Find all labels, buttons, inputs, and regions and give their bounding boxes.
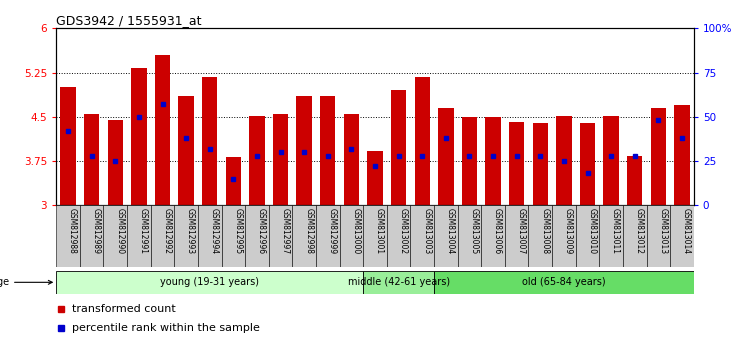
FancyBboxPatch shape — [316, 205, 340, 267]
FancyBboxPatch shape — [198, 205, 221, 267]
FancyBboxPatch shape — [245, 205, 268, 267]
Text: GSM813000: GSM813000 — [352, 209, 361, 255]
Bar — [462, 117, 477, 205]
Bar — [226, 157, 241, 205]
Bar — [674, 105, 689, 205]
FancyBboxPatch shape — [576, 205, 599, 267]
Bar — [154, 55, 170, 205]
Text: old (65-84 years): old (65-84 years) — [522, 277, 606, 287]
Bar — [131, 68, 146, 205]
Text: GSM812991: GSM812991 — [139, 209, 148, 255]
Text: GSM813003: GSM813003 — [422, 209, 431, 255]
Text: GSM813012: GSM813012 — [634, 209, 644, 255]
FancyBboxPatch shape — [340, 205, 363, 267]
Bar — [344, 114, 359, 205]
Bar — [651, 108, 666, 205]
FancyBboxPatch shape — [127, 205, 151, 267]
FancyBboxPatch shape — [363, 205, 387, 267]
FancyBboxPatch shape — [623, 205, 646, 267]
Bar — [107, 120, 123, 205]
Bar — [178, 96, 194, 205]
Text: GSM813010: GSM813010 — [587, 209, 596, 255]
Bar — [580, 123, 596, 205]
Bar — [249, 116, 265, 205]
Text: GSM813014: GSM813014 — [682, 209, 691, 255]
FancyBboxPatch shape — [434, 205, 457, 267]
FancyBboxPatch shape — [646, 205, 670, 267]
Text: GSM812988: GSM812988 — [68, 209, 77, 254]
FancyBboxPatch shape — [56, 205, 80, 267]
Text: GSM812993: GSM812993 — [186, 209, 195, 255]
Text: GSM812996: GSM812996 — [257, 209, 266, 255]
Bar — [485, 117, 501, 205]
Text: GSM813004: GSM813004 — [446, 209, 454, 255]
Text: GSM812998: GSM812998 — [304, 209, 313, 255]
Text: GSM813006: GSM813006 — [493, 209, 502, 255]
Bar — [532, 123, 548, 205]
Text: age: age — [0, 277, 53, 287]
Bar — [415, 77, 430, 205]
Bar — [627, 156, 643, 205]
Bar — [604, 116, 619, 205]
FancyBboxPatch shape — [292, 205, 316, 267]
Text: GSM813009: GSM813009 — [564, 209, 573, 255]
Text: middle (42-61 years): middle (42-61 years) — [347, 277, 450, 287]
FancyBboxPatch shape — [174, 205, 198, 267]
FancyBboxPatch shape — [670, 205, 694, 267]
FancyBboxPatch shape — [458, 205, 482, 267]
FancyBboxPatch shape — [363, 271, 434, 294]
Text: GSM813008: GSM813008 — [540, 209, 549, 255]
Text: GSM812997: GSM812997 — [280, 209, 290, 255]
FancyBboxPatch shape — [599, 205, 623, 267]
Bar — [391, 90, 406, 205]
FancyBboxPatch shape — [387, 205, 410, 267]
FancyBboxPatch shape — [104, 205, 127, 267]
FancyBboxPatch shape — [80, 205, 104, 267]
Text: GSM813013: GSM813013 — [658, 209, 668, 255]
Bar — [61, 87, 76, 205]
Text: GSM812994: GSM812994 — [210, 209, 219, 255]
FancyBboxPatch shape — [482, 205, 505, 267]
Bar — [296, 96, 312, 205]
FancyBboxPatch shape — [529, 205, 552, 267]
FancyBboxPatch shape — [434, 271, 694, 294]
Text: GSM813005: GSM813005 — [470, 209, 478, 255]
Bar — [368, 151, 382, 205]
Text: GSM812995: GSM812995 — [233, 209, 242, 255]
Text: GSM813011: GSM813011 — [611, 209, 620, 255]
Text: GSM812990: GSM812990 — [116, 209, 124, 255]
FancyBboxPatch shape — [56, 271, 363, 294]
Text: GSM813001: GSM813001 — [375, 209, 384, 255]
FancyBboxPatch shape — [505, 205, 529, 267]
Bar — [84, 114, 99, 205]
Text: transformed count: transformed count — [72, 304, 176, 314]
Text: percentile rank within the sample: percentile rank within the sample — [72, 323, 260, 333]
Text: GDS3942 / 1555931_at: GDS3942 / 1555931_at — [56, 14, 202, 27]
Bar — [320, 96, 335, 205]
FancyBboxPatch shape — [410, 205, 434, 267]
Text: GSM812992: GSM812992 — [163, 209, 172, 255]
Text: GSM812999: GSM812999 — [328, 209, 337, 255]
Text: young (19-31 years): young (19-31 years) — [160, 277, 260, 287]
FancyBboxPatch shape — [552, 205, 576, 267]
Bar — [556, 116, 572, 205]
Bar — [202, 77, 217, 205]
Bar — [273, 114, 288, 205]
FancyBboxPatch shape — [151, 205, 174, 267]
Bar — [438, 108, 454, 205]
FancyBboxPatch shape — [221, 205, 245, 267]
Text: GSM813002: GSM813002 — [398, 209, 407, 255]
Bar — [509, 121, 524, 205]
Text: GSM812989: GSM812989 — [92, 209, 100, 255]
Text: GSM813007: GSM813007 — [517, 209, 526, 255]
FancyBboxPatch shape — [268, 205, 292, 267]
